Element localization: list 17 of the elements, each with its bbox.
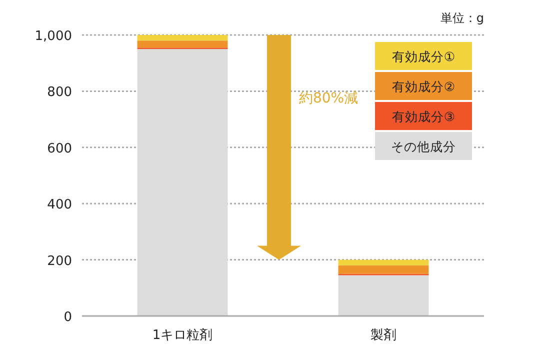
y-tick-label: 0 [64,310,72,325]
x-tick-label: 1キロ粒剤 [152,328,213,343]
y-tick-label: 200 [47,254,72,269]
legend: 有効成分① 有効成分② 有効成分③ その他成分 [375,42,472,160]
bar [137,35,228,41]
bar [338,260,429,266]
bar [338,265,429,274]
x-tick-label: 製剤 [370,328,396,343]
bar [137,49,228,316]
annotation: 約80%減 [298,90,358,106]
y-tick-label: 600 [47,141,72,156]
y-tick-label: 1,000 [34,29,72,44]
text: 単位：g [440,11,484,25]
bar [338,275,429,316]
y-tick-label: 400 [47,198,72,213]
y-tick-label: 800 [47,85,72,100]
bar [137,40,228,48]
